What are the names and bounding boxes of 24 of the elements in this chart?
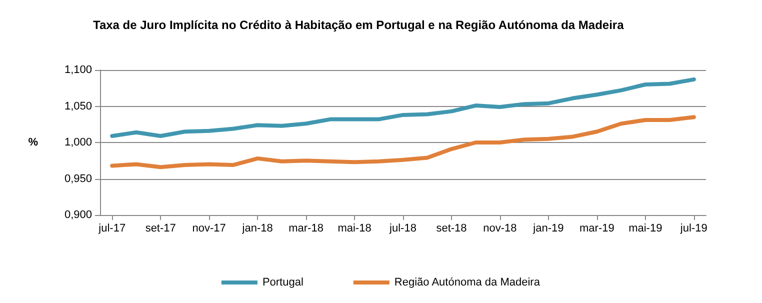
x-tick-label: jul-19 <box>679 222 708 234</box>
line-series <box>110 77 696 138</box>
y-tick-label: 1,100 <box>64 64 92 76</box>
y-tick-label: 0,900 <box>64 209 92 221</box>
x-tick-label: nov-18 <box>483 222 517 234</box>
x-tick-label: jul-17 <box>98 222 126 234</box>
x-tick-label: set-17 <box>145 222 176 234</box>
y-tick-label: 1,000 <box>64 136 92 148</box>
x-tick-label: mai-18 <box>338 222 372 234</box>
x-tick-label: mar-19 <box>580 222 614 234</box>
x-tick-label: mai-19 <box>628 222 662 234</box>
x-tick-label: set-18 <box>436 222 467 234</box>
y-tick-label: 1,050 <box>64 100 92 112</box>
x-tick-label: jul-18 <box>388 222 416 234</box>
chart-title: Taxa de Juro Implícita no Crédito à Habitação em Portugal e na Região Autónoma da Madeira <box>93 18 624 32</box>
y-tick-label: 0,950 <box>64 172 92 185</box>
x-tick-label: nov-17 <box>192 222 226 234</box>
legend-label: Região Autónoma da Madeira <box>394 276 541 288</box>
line-series <box>110 115 696 170</box>
x-tick-label: jan-19 <box>532 222 564 234</box>
legend-label: Portugal <box>262 276 304 288</box>
x-tick-label: jan-18 <box>241 222 273 234</box>
y-axis-title: % <box>28 136 38 148</box>
x-tick-label: mar-18 <box>288 222 324 234</box>
